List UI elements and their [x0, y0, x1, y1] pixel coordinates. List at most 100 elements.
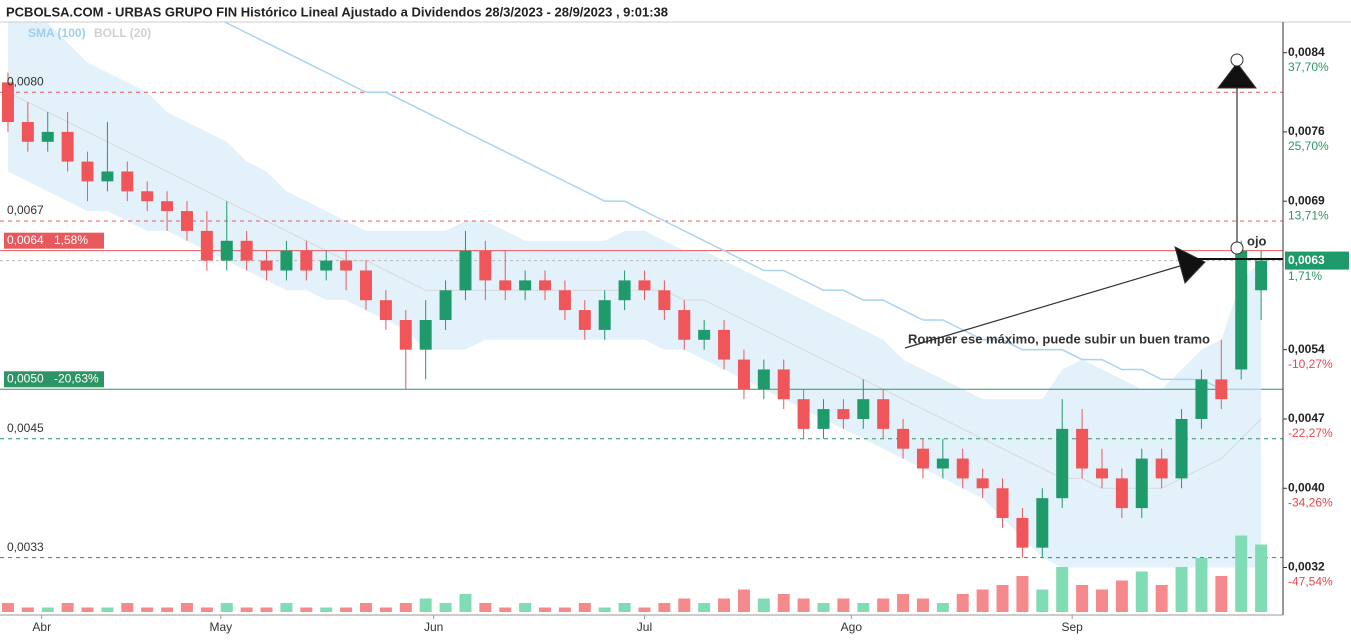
volume-bar: [419, 598, 432, 612]
annotation: ojo: [1247, 233, 1267, 248]
candle-body: [1056, 428, 1069, 499]
level-change: -20,63%: [54, 371, 99, 385]
level-label: 0,0064: [7, 233, 44, 247]
candle-body: [936, 458, 949, 469]
x-tick-label: Abr: [32, 620, 51, 634]
volume-bar: [121, 603, 134, 612]
y-tick-label: 0,0069: [1288, 193, 1325, 207]
indicator-label: SMA (100): [28, 26, 86, 40]
volume-bar: [61, 603, 74, 612]
volume-bar: [41, 607, 54, 612]
volume-bar: [180, 603, 193, 612]
volume-bar: [976, 589, 989, 612]
candle-body: [718, 329, 731, 360]
candle-body: [1016, 517, 1029, 548]
volume-bar: [1, 603, 14, 612]
volume-bar: [1135, 571, 1148, 612]
candle-body: [240, 240, 253, 261]
candle-body: [161, 201, 174, 212]
y-tick-change: -47,54%: [1288, 575, 1333, 589]
candle-body: [499, 280, 512, 291]
candle-body: [777, 369, 790, 400]
y-tick-label: 0,0084: [1288, 45, 1325, 59]
volume-bar: [1095, 589, 1108, 612]
candle-body: [280, 250, 293, 271]
candle-body: [101, 171, 114, 182]
annotation: Romper ese máximo, puede subir un buen t…: [908, 331, 1210, 346]
bollinger-middle: [7, 91, 1262, 489]
candle-body: [1135, 458, 1148, 509]
volume-bar: [718, 598, 731, 612]
candle-body: [877, 399, 890, 429]
candle-body: [180, 211, 193, 231]
x-tick-label: Ago: [841, 620, 863, 634]
candle-body: [976, 478, 989, 489]
volume-bar: [340, 607, 353, 612]
volume-bar: [1076, 585, 1089, 612]
y-tick-change: 37,70%: [1288, 60, 1329, 74]
candle-body: [857, 399, 870, 419]
volume-bar: [916, 598, 929, 612]
candle-body: [757, 369, 770, 390]
volume-bar: [877, 598, 890, 612]
bollinger-band: [7, 22, 1262, 568]
volume-bar: [300, 607, 313, 612]
candle-body: [459, 250, 472, 291]
volume-bar: [936, 603, 949, 612]
candle-body: [479, 250, 492, 281]
candle-body: [300, 250, 313, 271]
level-label: 0,0033: [7, 540, 44, 554]
level-change: 1,58%: [54, 233, 88, 247]
candle-body: [1255, 260, 1268, 291]
candle-body: [678, 310, 691, 340]
y-tick-label: 0,0032: [1288, 560, 1325, 574]
candle-body: [1195, 379, 1208, 419]
candle-body: [519, 280, 532, 291]
candle-body: [539, 280, 552, 291]
volume-bar: [1056, 567, 1069, 612]
volume-bar: [499, 607, 512, 612]
volume-bar: [21, 607, 34, 612]
x-tick-label: Jun: [424, 620, 443, 634]
candle-body: [220, 240, 233, 261]
volume-bar: [439, 603, 452, 612]
candle-body: [41, 131, 54, 142]
y-tick-change: -34,26%: [1288, 495, 1333, 509]
candle-body: [379, 300, 392, 320]
volume-bar: [101, 607, 114, 612]
y-tick-label: 0,0076: [1288, 124, 1325, 138]
volume-bar: [857, 603, 870, 612]
candle-body: [578, 310, 591, 330]
volume-bar: [598, 607, 611, 612]
volume-bar: [320, 607, 333, 612]
candle-body: [737, 359, 750, 390]
y-tick-change: 25,70%: [1288, 139, 1329, 153]
volume-bar: [558, 607, 571, 612]
candle-body: [141, 191, 154, 202]
candle-body: [419, 319, 432, 350]
candle-body: [399, 319, 412, 350]
level-label: 0,0080: [7, 74, 44, 88]
volume-bar: [1195, 558, 1208, 612]
candle-body: [320, 260, 333, 271]
candle-body: [897, 428, 910, 449]
volume-bar: [220, 603, 233, 612]
candle-body: [1235, 250, 1248, 370]
volume-bar: [737, 589, 750, 612]
volume-bar: [1215, 576, 1228, 612]
volume-bar: [240, 607, 253, 612]
candle-body: [1076, 428, 1089, 469]
volume-bar: [757, 598, 770, 612]
candle-body: [61, 131, 74, 162]
candle-body: [837, 409, 850, 419]
level-label-box: [4, 232, 104, 249]
volume-bar: [379, 607, 392, 612]
level-label: 0,0067: [7, 203, 44, 217]
volume-bar: [280, 603, 293, 612]
chart-title: PCBOLSA.COM - URBAS GRUPO FIN Histórico …: [6, 4, 668, 19]
candle-body: [817, 409, 830, 429]
sma-line: [223, 22, 1262, 391]
volume-bar: [141, 607, 154, 612]
candle-body: [558, 290, 571, 311]
y-tick-label: 0,0047: [1288, 411, 1325, 425]
